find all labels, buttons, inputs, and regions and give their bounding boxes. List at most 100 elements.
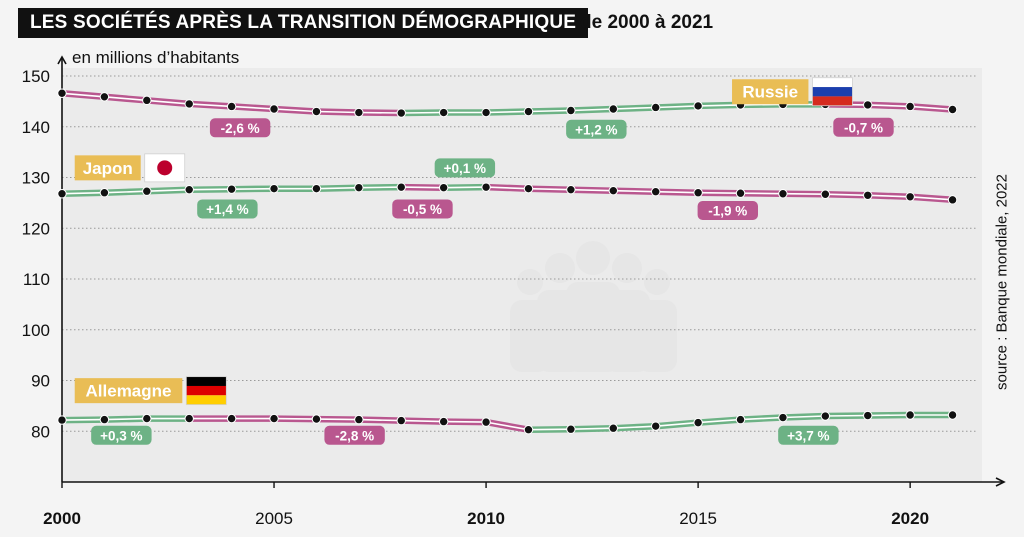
variation-label: +0,3 %: [100, 428, 142, 443]
data-point: [396, 108, 406, 118]
country-label-bg: [732, 79, 809, 105]
data-point: [438, 416, 449, 427]
flag-border: [812, 77, 853, 107]
data-point: [142, 413, 152, 424]
flag-border: [144, 153, 186, 183]
data-point: [354, 107, 364, 118]
flag-stripe: [186, 385, 227, 396]
variation-badge-bg: [324, 425, 385, 445]
data-point: [481, 182, 491, 192]
variation-badge: +0,3 %: [91, 425, 152, 445]
country-label-russie: Russie: [732, 77, 853, 107]
data-point: [184, 99, 194, 109]
country-name: Japon: [83, 159, 133, 178]
y-tick-label: 100: [22, 321, 50, 340]
germany-flag-icon: [185, 376, 227, 406]
variation-badge: +1,2 %: [566, 119, 627, 139]
variation-label: +0,1 %: [444, 161, 486, 176]
person-head: [576, 241, 610, 275]
data-point: [396, 415, 406, 426]
x-tick-label: 2000: [43, 509, 81, 528]
series-line-highlight: [485, 186, 954, 201]
variation-label: -0,5 %: [403, 202, 442, 217]
person-head: [545, 253, 575, 283]
country-label-bg: [74, 378, 183, 404]
data-point: [226, 184, 237, 194]
variation-badge-bg: [434, 158, 496, 178]
country-label-japon: Japon: [74, 153, 186, 183]
y-tick-label: 90: [31, 372, 50, 391]
x-tick-label: 2020: [891, 509, 929, 528]
country-name: Allemagne: [86, 382, 172, 401]
variation-badge: -2,6 %: [209, 118, 271, 138]
flag-stripe: [812, 87, 853, 97]
data-point: [820, 189, 831, 199]
data-point: [523, 183, 534, 194]
person-body: [637, 300, 677, 372]
x-tick-label: 2015: [679, 509, 717, 528]
data-point: [820, 411, 831, 421]
variation-badge-bg: [778, 425, 839, 445]
variation-badge: +0,1 %: [434, 158, 496, 178]
series-line-highlight: [61, 417, 190, 421]
japan-flag-icon: [144, 153, 186, 183]
data-point: [608, 423, 618, 433]
series-line-highlight: [400, 186, 445, 189]
data-point: [693, 417, 703, 428]
data-point: [184, 184, 194, 195]
chart-title: LES SOCIÉTÉS APRÈS LA TRANSITION DÉMOGRA…: [18, 8, 589, 38]
data-point: [99, 414, 110, 425]
data-point: [311, 183, 322, 194]
variation-badge-bg: [209, 118, 271, 138]
data-point: [354, 182, 364, 193]
variation-label: -2,8 %: [335, 428, 374, 443]
x-tick-label: 2010: [467, 509, 505, 528]
x-tick-label: 2005: [255, 509, 293, 528]
person-head: [612, 253, 642, 283]
flag-stripe: [186, 376, 227, 386]
variation-badge-bg: [392, 199, 453, 219]
y-tick-label: 80: [31, 422, 50, 441]
data-point: [608, 104, 618, 114]
flag-stripe: [186, 395, 227, 405]
data-point: [693, 101, 703, 111]
variation-badge: -0,7 %: [833, 117, 894, 137]
y-tick-label: 140: [22, 118, 50, 137]
person-body: [510, 300, 550, 372]
data-point: [651, 102, 661, 113]
variation-badge-bg: [697, 200, 758, 220]
variation-label: -0,7 %: [844, 120, 883, 135]
variation-badge: -2,8 %: [324, 425, 385, 445]
data-point: [57, 189, 67, 199]
data-point: [523, 106, 534, 117]
y-tick-label: 110: [23, 270, 50, 289]
data-point: [863, 100, 873, 110]
variation-label: -2,6 %: [221, 121, 260, 136]
data-point: [481, 417, 491, 427]
variation-badge-bg: [197, 199, 258, 219]
variation-badge: -1,9 %: [697, 200, 758, 220]
data-point: [142, 95, 152, 106]
series-line-highlight: [442, 186, 487, 189]
data-point: [226, 101, 237, 112]
data-point: [99, 188, 110, 198]
chart-subtitle: de 2000 à 2021: [580, 12, 714, 33]
y-tick-label: 120: [22, 219, 50, 238]
variation-badge: -0,5 %: [392, 199, 453, 219]
variation-badge-bg: [91, 425, 152, 445]
flag-border: [185, 376, 227, 406]
data-point: [57, 415, 67, 425]
variation-label: -1,9 %: [708, 203, 747, 218]
data-point: [566, 105, 576, 116]
x-axis-arrow-icon: [995, 477, 1006, 487]
flag-disc: [157, 160, 173, 176]
data-point: [142, 186, 152, 196]
data-point: [226, 413, 237, 424]
data-point: [396, 182, 406, 192]
data-point: [99, 92, 110, 102]
data-point: [608, 185, 618, 196]
variation-label: +3,7 %: [787, 428, 829, 443]
data-point: [566, 184, 576, 195]
